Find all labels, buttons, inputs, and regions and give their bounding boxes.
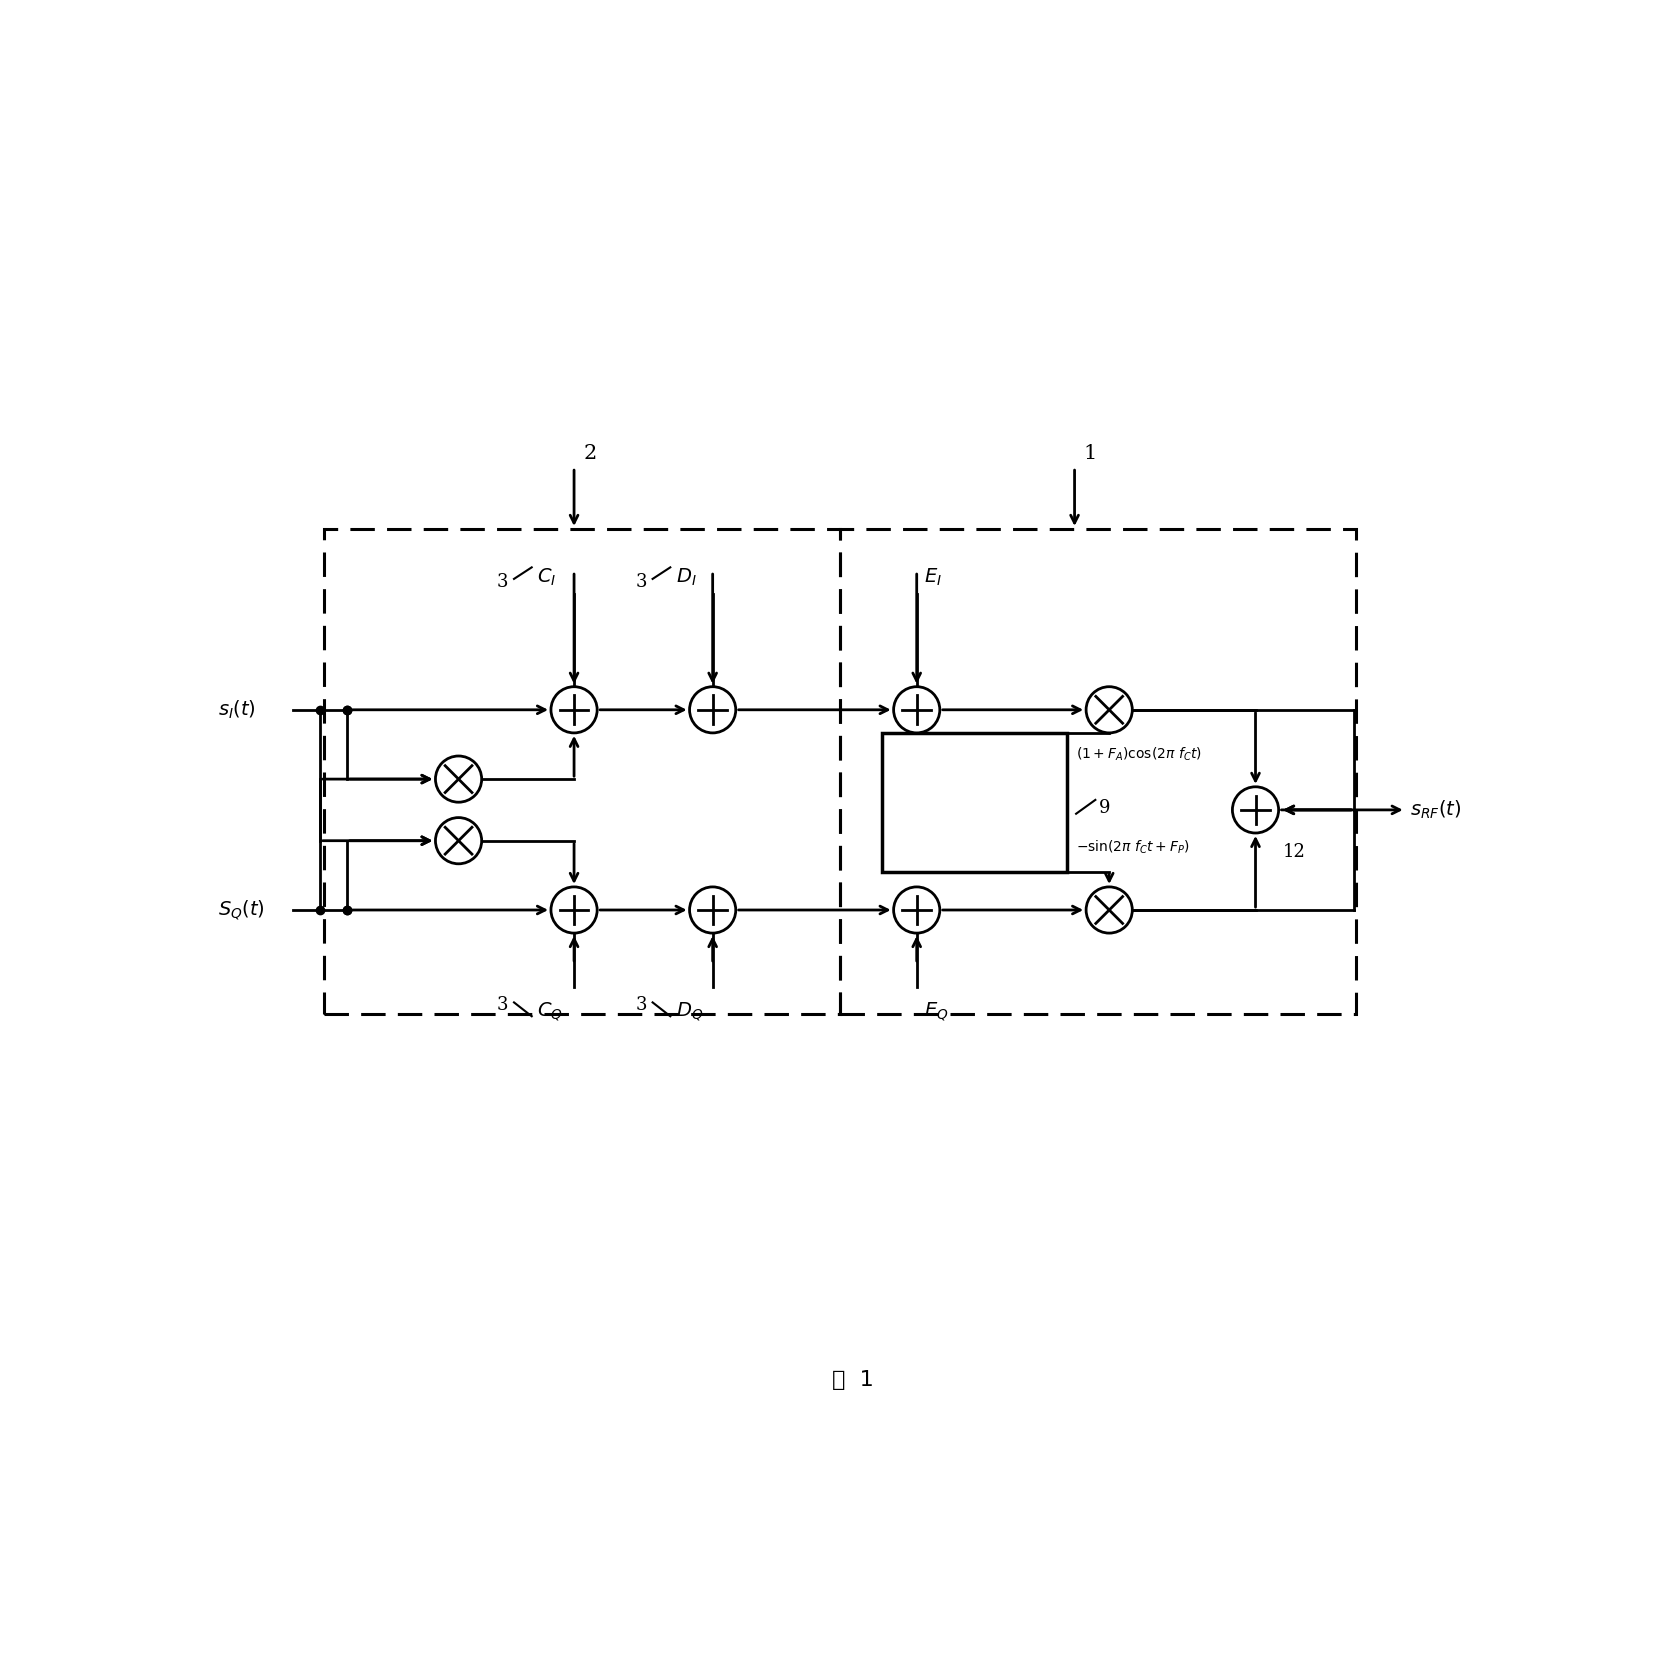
Circle shape — [1087, 687, 1132, 732]
Text: 9: 9 — [1100, 798, 1110, 816]
Bar — [882, 732, 1067, 872]
Text: $s_{RF}(t)$: $s_{RF}(t)$ — [1409, 798, 1461, 822]
Text: $C_I$: $C_I$ — [537, 566, 556, 588]
Text: 3: 3 — [498, 996, 509, 1015]
Text: 3: 3 — [636, 996, 647, 1015]
Text: 3: 3 — [498, 573, 509, 591]
Text: $(1+F_A)\cos(2\pi\ f_C t)$: $(1+F_A)\cos(2\pi\ f_C t)$ — [1077, 746, 1201, 763]
Text: 12: 12 — [1283, 843, 1305, 862]
Text: 3: 3 — [636, 573, 647, 591]
Circle shape — [551, 887, 597, 932]
Circle shape — [436, 756, 481, 801]
Circle shape — [894, 687, 940, 732]
Text: $E_I$: $E_I$ — [925, 566, 942, 588]
Text: $C_Q$: $C_Q$ — [537, 1001, 562, 1023]
Text: $E_Q$: $E_Q$ — [925, 1001, 948, 1023]
Circle shape — [689, 887, 735, 932]
Circle shape — [551, 687, 597, 732]
Circle shape — [689, 687, 735, 732]
Text: 图  1: 图 1 — [832, 1369, 874, 1389]
Bar — [324, 529, 840, 1015]
Text: 2: 2 — [584, 445, 597, 464]
Text: $s_I(t)$: $s_I(t)$ — [218, 699, 256, 721]
Circle shape — [436, 818, 481, 864]
Circle shape — [1233, 786, 1278, 833]
Text: 1: 1 — [1083, 445, 1097, 464]
Text: $D_I$: $D_I$ — [676, 566, 696, 588]
Circle shape — [1087, 887, 1132, 932]
Bar — [840, 529, 1356, 1015]
Text: $D_Q$: $D_Q$ — [676, 1001, 702, 1023]
Circle shape — [894, 887, 940, 932]
Text: $S_Q(t)$: $S_Q(t)$ — [218, 899, 265, 922]
Text: $-\sin(2\pi\ f_C t+F_P)$: $-\sin(2\pi\ f_C t+F_P)$ — [1077, 838, 1190, 855]
